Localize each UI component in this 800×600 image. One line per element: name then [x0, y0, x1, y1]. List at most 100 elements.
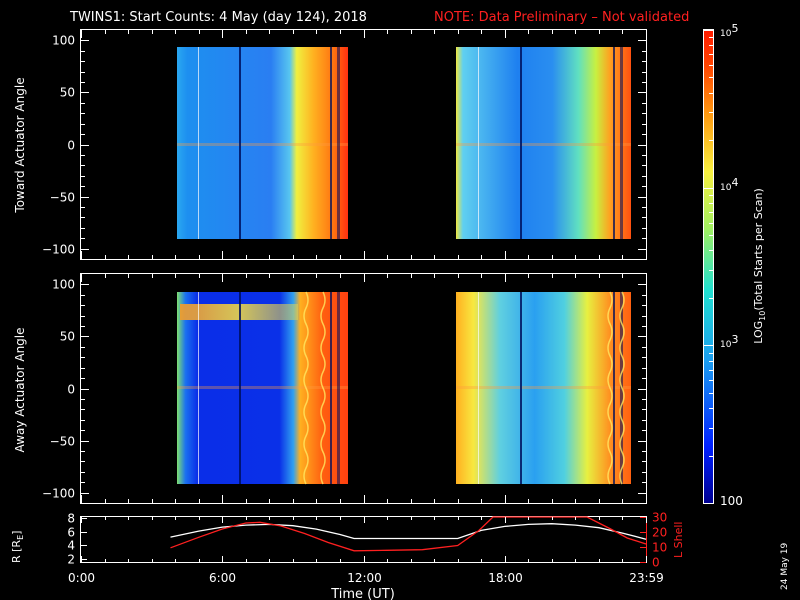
heatmap-streak [337, 292, 340, 484]
heatmap-streak [620, 47, 623, 239]
ytick-label: −100 [42, 243, 75, 257]
heatmap-streak [239, 292, 241, 484]
chart-title: TWINS1: Start Counts: 4 May (day 124), 2… [69, 10, 367, 25]
heatmap-streak [613, 47, 615, 239]
heatmap-streak [330, 292, 332, 484]
lshell-axis-label: L Shell [672, 522, 685, 558]
x-axis-label: Time (UT) [330, 587, 395, 600]
heatmap-streak [239, 292, 241, 484]
heatmap-streak [239, 47, 241, 239]
heatmaps [177, 47, 631, 485]
colorbar-tick-base: 10 [720, 340, 732, 350]
heatmap-streak [520, 292, 522, 484]
heatmap-streak [613, 292, 615, 484]
heatmap-streak [613, 47, 615, 239]
heatmap-streak [613, 47, 615, 239]
ytick-label: −50 [50, 191, 75, 205]
heatmap-streak [520, 292, 522, 484]
contour-line [320, 291, 326, 485]
r-ytick-label: 6 [67, 526, 75, 540]
colorbar [703, 29, 714, 504]
heatmap-streak [337, 47, 340, 239]
xtick-label: 12:00 [347, 571, 382, 585]
lshell-ytick-label: 0 [652, 556, 660, 570]
heatmap-streak [520, 292, 522, 484]
heatmap-streak [330, 47, 332, 239]
heatmap-streak [613, 47, 615, 239]
xtick-label: 23:59 [629, 571, 664, 585]
contour-line [619, 291, 625, 485]
heatmap-streak [478, 292, 479, 484]
heatmap-streak [337, 292, 340, 484]
ytick-label: −50 [50, 435, 75, 449]
colorbar-label-sub: 10 [758, 311, 767, 321]
r-ytick-label: 4 [67, 539, 75, 553]
middle-panel-frame [80, 273, 647, 504]
heatmap-streak [330, 292, 332, 484]
heatmap-streak [239, 292, 241, 484]
heatmap-streak [613, 292, 615, 484]
heatmap-streak [520, 292, 522, 484]
heatmap-streak [520, 47, 522, 239]
heatmap-streak [239, 292, 241, 484]
r-series-line [170, 523, 647, 540]
contour-line [607, 291, 613, 485]
heatmap-streak [198, 292, 199, 484]
heatmap-streak [620, 47, 623, 239]
colorbar-label-rest: (Total Starts per Scan) [752, 188, 765, 310]
heatmap-streak [337, 47, 340, 239]
ytick-label: 50 [60, 330, 75, 344]
date-stamp: 24 May 19 [780, 542, 790, 590]
heatmap-streak [330, 292, 332, 484]
heatmap-streak [330, 47, 332, 239]
colorbar-tick-exp: 4 [731, 176, 738, 189]
x-axis: 0:00 6:00 12:00 18:00 23:59 [68, 30, 664, 585]
heatmap-streak [613, 292, 615, 484]
heatmap-streak [198, 292, 199, 484]
ytick-label: 50 [60, 86, 75, 100]
ytick-label: 0 [67, 139, 75, 153]
heatmap-streak [613, 47, 615, 239]
top-center-line-2 [456, 143, 631, 146]
top-heatmap-segment-2 [456, 47, 631, 239]
heatmap-streak [478, 292, 479, 484]
heatmap-streak [520, 292, 522, 484]
heatmap-streak [239, 47, 241, 239]
heatmap-streak [337, 292, 340, 484]
heatmap-streak [478, 47, 479, 239]
r-ytick-label: 8 [67, 512, 75, 526]
heatmap-streak [337, 47, 340, 239]
lshell-ytick-label: 10 [652, 541, 667, 555]
heatmap-streak [198, 292, 199, 484]
heatmap-streak [330, 292, 332, 484]
heatmap-streak [478, 47, 479, 239]
heatmap-streak [239, 47, 241, 239]
heatmap-streak [330, 47, 332, 239]
heatmap-streak [330, 292, 332, 484]
colorbar-tick-exp: 3 [731, 333, 738, 346]
heatmap-streak [478, 292, 479, 484]
heatmap-streak [198, 47, 199, 239]
heatmap-streak [520, 47, 522, 239]
middle-center-line-1 [177, 386, 348, 389]
lshell-ytick-label: 20 [652, 526, 667, 540]
r-label-sub: E [16, 535, 25, 540]
top-panel-frame [80, 29, 647, 260]
top-ylabel: Toward Actuator Angle [13, 77, 27, 213]
heatmap-streak [337, 47, 340, 239]
middle-center-line-2 [456, 386, 631, 389]
heatmap-streak [330, 47, 332, 239]
colorbar-tick-label: 103 [720, 333, 738, 350]
heatmap-streak [520, 292, 522, 484]
r-label-end: ] [10, 531, 23, 535]
ytick-label: −100 [42, 487, 75, 501]
heatmap-streak [620, 47, 623, 239]
heatmap-streak [613, 47, 615, 239]
heatmap-streak [620, 47, 623, 239]
heatmap-streak [239, 47, 241, 239]
colorbar-tick-base: 100 [720, 494, 743, 508]
heatmap-streak [198, 47, 199, 239]
contour-line [303, 291, 309, 485]
r-ytick-label: 2 [67, 553, 75, 567]
heatmap-streak [478, 47, 479, 239]
